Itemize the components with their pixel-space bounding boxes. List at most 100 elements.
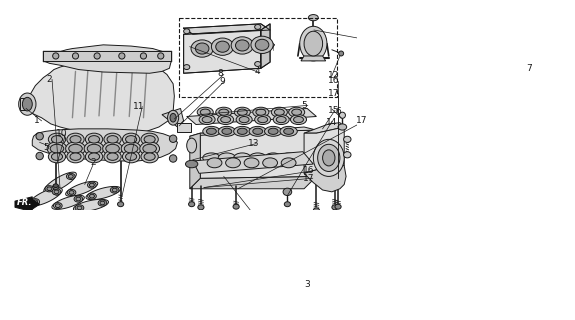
- Text: 8: 8: [218, 69, 224, 78]
- Ellipse shape: [197, 107, 213, 117]
- Polygon shape: [183, 30, 261, 73]
- Ellipse shape: [54, 190, 59, 194]
- Text: 16: 16: [328, 76, 339, 85]
- Text: 2: 2: [90, 158, 95, 167]
- Ellipse shape: [74, 196, 83, 202]
- Ellipse shape: [255, 61, 261, 67]
- Ellipse shape: [335, 204, 341, 209]
- Ellipse shape: [103, 142, 122, 156]
- Ellipse shape: [217, 115, 233, 124]
- Polygon shape: [193, 152, 313, 173]
- Ellipse shape: [264, 126, 282, 136]
- Polygon shape: [190, 133, 200, 189]
- Ellipse shape: [98, 200, 107, 206]
- Text: 16: 16: [302, 166, 314, 175]
- Ellipse shape: [249, 153, 266, 163]
- Ellipse shape: [338, 124, 347, 130]
- Ellipse shape: [67, 173, 75, 180]
- Text: 3: 3: [304, 280, 310, 289]
- Text: 17: 17: [328, 89, 339, 98]
- Ellipse shape: [222, 128, 232, 134]
- Ellipse shape: [234, 107, 250, 117]
- Polygon shape: [190, 176, 316, 189]
- Polygon shape: [43, 45, 171, 73]
- Ellipse shape: [313, 208, 320, 213]
- Ellipse shape: [117, 202, 124, 207]
- Ellipse shape: [87, 193, 96, 199]
- Text: 2: 2: [47, 75, 52, 84]
- Ellipse shape: [186, 160, 198, 168]
- Ellipse shape: [53, 53, 59, 59]
- Ellipse shape: [170, 135, 177, 142]
- Ellipse shape: [183, 29, 190, 34]
- Text: 13: 13: [248, 139, 259, 148]
- Ellipse shape: [106, 144, 120, 153]
- Ellipse shape: [107, 153, 118, 160]
- Ellipse shape: [187, 138, 197, 153]
- Ellipse shape: [216, 41, 229, 52]
- Ellipse shape: [283, 128, 294, 134]
- Text: 9: 9: [220, 77, 225, 86]
- Text: 12: 12: [328, 71, 339, 80]
- Text: 15: 15: [328, 106, 339, 115]
- Text: 10: 10: [56, 129, 67, 138]
- Ellipse shape: [225, 158, 240, 168]
- Ellipse shape: [196, 43, 209, 54]
- Ellipse shape: [300, 26, 327, 61]
- Ellipse shape: [22, 97, 32, 111]
- Ellipse shape: [48, 150, 66, 163]
- Ellipse shape: [253, 128, 263, 134]
- Ellipse shape: [51, 153, 63, 160]
- Ellipse shape: [258, 116, 267, 123]
- Ellipse shape: [167, 110, 179, 125]
- Ellipse shape: [200, 109, 210, 115]
- Ellipse shape: [51, 136, 63, 143]
- Text: 7: 7: [527, 64, 532, 73]
- Ellipse shape: [144, 153, 155, 160]
- Ellipse shape: [231, 37, 254, 54]
- Ellipse shape: [45, 186, 53, 192]
- Ellipse shape: [233, 126, 251, 136]
- Polygon shape: [187, 108, 316, 124]
- Ellipse shape: [90, 194, 94, 198]
- Ellipse shape: [67, 150, 84, 163]
- Ellipse shape: [76, 197, 81, 201]
- Text: 5: 5: [301, 101, 307, 110]
- Ellipse shape: [67, 133, 84, 146]
- Ellipse shape: [86, 150, 103, 163]
- Ellipse shape: [283, 188, 292, 196]
- Ellipse shape: [233, 153, 251, 163]
- Polygon shape: [74, 199, 109, 212]
- Ellipse shape: [255, 39, 269, 50]
- Ellipse shape: [189, 202, 195, 207]
- Ellipse shape: [89, 136, 99, 143]
- Ellipse shape: [87, 182, 96, 188]
- Ellipse shape: [206, 128, 216, 134]
- Ellipse shape: [125, 153, 137, 160]
- Ellipse shape: [36, 132, 43, 140]
- Ellipse shape: [94, 53, 100, 59]
- Ellipse shape: [47, 187, 52, 191]
- Ellipse shape: [53, 184, 58, 188]
- Ellipse shape: [69, 144, 82, 153]
- Ellipse shape: [255, 115, 271, 124]
- Ellipse shape: [104, 150, 121, 163]
- Ellipse shape: [199, 115, 215, 124]
- Polygon shape: [301, 56, 325, 61]
- Polygon shape: [26, 59, 174, 134]
- Text: 1: 1: [34, 116, 40, 125]
- Ellipse shape: [47, 142, 67, 156]
- Polygon shape: [66, 181, 98, 196]
- Ellipse shape: [233, 204, 239, 209]
- Ellipse shape: [203, 153, 220, 163]
- Polygon shape: [44, 172, 76, 193]
- Ellipse shape: [18, 93, 36, 115]
- Ellipse shape: [191, 40, 213, 57]
- Ellipse shape: [207, 158, 222, 168]
- Ellipse shape: [121, 142, 141, 156]
- Ellipse shape: [140, 142, 159, 156]
- Polygon shape: [190, 127, 316, 136]
- Polygon shape: [43, 51, 171, 61]
- Ellipse shape: [294, 116, 304, 123]
- Ellipse shape: [170, 113, 176, 122]
